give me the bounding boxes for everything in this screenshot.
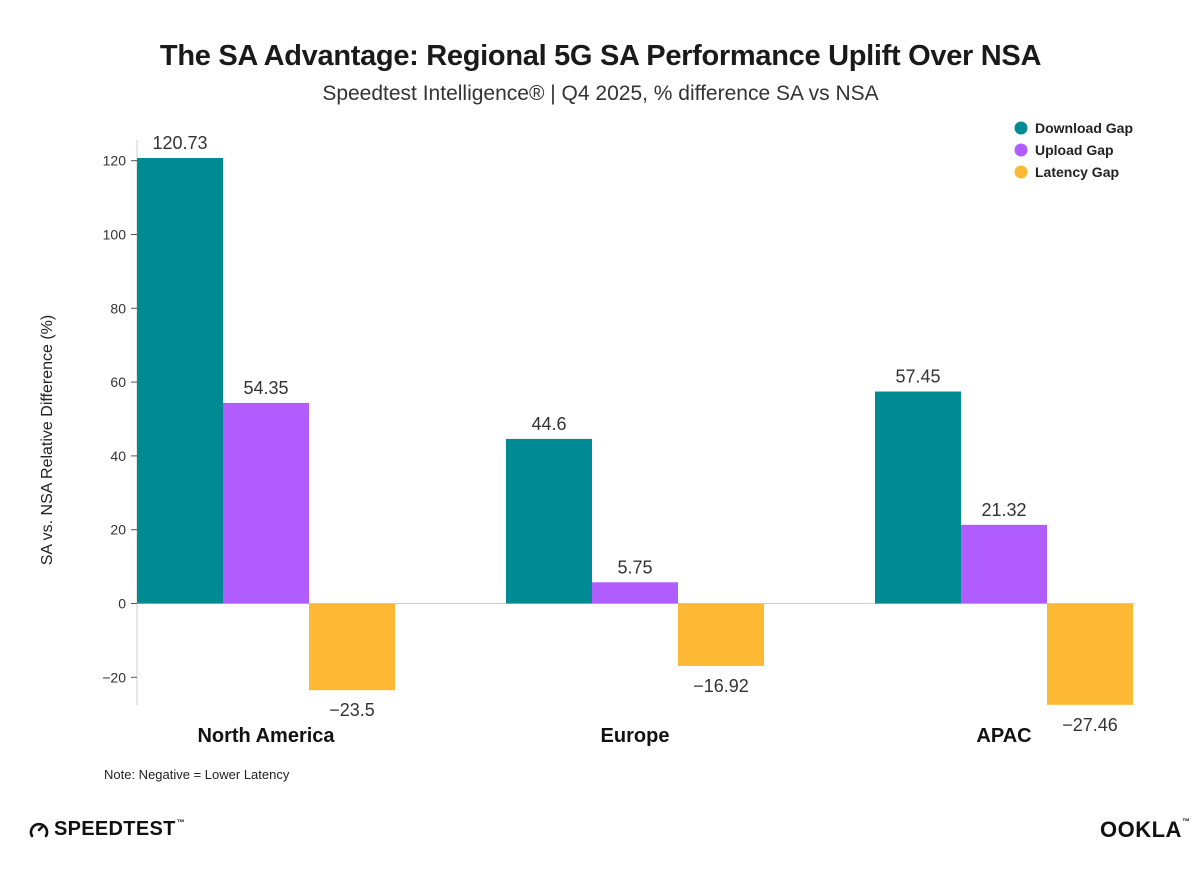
bar: [592, 582, 678, 604]
legend-label: Download Gap: [1035, 120, 1133, 136]
bar: [1047, 603, 1133, 705]
bar: [875, 391, 961, 604]
y-tick-label: −20: [102, 669, 126, 685]
x-category-label: North America: [197, 725, 335, 747]
ookla-logo: OOKLA™: [1100, 817, 1191, 842]
data-label: 57.45: [895, 367, 940, 387]
data-label: 54.35: [243, 378, 288, 398]
bar: [961, 524, 1047, 604]
data-label: 120.73: [152, 133, 207, 153]
data-label: 5.75: [617, 557, 652, 577]
y-tick-label: 80: [110, 300, 126, 316]
legend-marker: [1014, 165, 1028, 179]
speedtest-wordmark: SPEEDTEST™: [54, 818, 185, 840]
legend-marker: [1014, 143, 1028, 157]
bar: [137, 158, 223, 604]
speedometer-icon: [29, 822, 49, 837]
chart-note: Note: Negative = Lower Latency: [104, 767, 290, 782]
y-tick-label: 20: [110, 522, 126, 538]
bar: [223, 402, 309, 604]
y-axis-title: SA vs. NSA Relative Difference (%): [39, 315, 56, 565]
bar: [678, 603, 764, 666]
legend-label: Upload Gap: [1035, 142, 1114, 158]
data-label: 44.6: [531, 414, 566, 434]
chart-subtitle: Speedtest Intelligence® | Q4 2025, % dif…: [322, 82, 879, 105]
data-label: −16.92: [693, 676, 749, 696]
chart-title: The SA Advantage: Regional 5G SA Perform…: [159, 40, 1042, 72]
y-tick-label: 100: [103, 227, 127, 243]
speedtest-logo: SPEEDTEST™: [28, 818, 185, 841]
data-label: −27.46: [1062, 715, 1118, 735]
x-category-label: Europe: [601, 725, 670, 747]
y-tick-label: 60: [110, 374, 126, 390]
data-label: −23.5: [329, 700, 375, 720]
y-tick-label: 120: [103, 153, 127, 169]
x-category-label: APAC: [976, 725, 1031, 747]
legend-marker: [1014, 121, 1028, 135]
y-tick-label: 40: [110, 448, 126, 464]
legend-label: Latency Gap: [1035, 164, 1119, 180]
y-tick-label: 0: [118, 596, 126, 612]
bar: [309, 603, 395, 691]
bar: [506, 438, 592, 604]
data-label: 21.32: [981, 500, 1026, 520]
